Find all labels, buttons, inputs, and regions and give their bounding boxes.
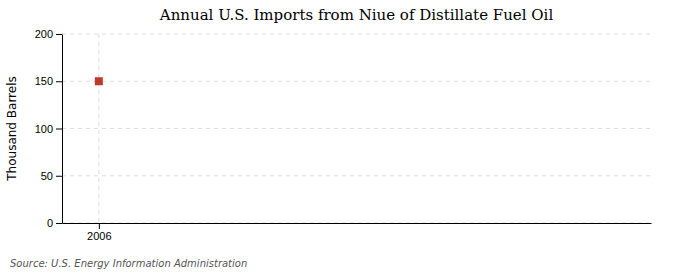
tick-label: 200 [35,28,53,40]
plot: 2006 0 50 100 150 200 [35,28,652,242]
tick: 200 [35,28,62,40]
title: Annual U.S. Imports from Niue of Distill… [159,6,554,24]
tick: 0 [47,217,62,229]
grid [62,34,651,223]
grid-line [62,175,651,176]
tick-label: 0 [47,217,53,229]
tick: 150 [35,75,62,87]
chart-container: 2006 0 50 100 150 200 Annual U.S. Imports from… [0,0,675,275]
tick-label: 50 [41,170,53,182]
y-axis-title: Thousand Barrels [5,76,19,181]
chart: 2006 0 50 100 150 200 Annual U.S. Imports from… [0,0,675,275]
grid-line [62,81,651,82]
tick-mark [56,81,62,82]
tick-mark [56,223,62,224]
axis-line [63,223,652,224]
tick-mark [99,223,100,229]
point [95,77,103,85]
grid-line [62,34,651,35]
tick-label: 100 [35,123,53,135]
grid-line [62,128,651,129]
tick-label: 2006 [87,230,111,242]
tick-label: 150 [35,75,53,87]
tick: 100 [35,123,62,135]
tick: 50 [41,170,62,182]
tick: 2006 [87,223,111,242]
y-axis: 0 50 100 150 200 [35,28,63,229]
marks [95,77,103,85]
source-note: Source: U.S. Energy Information Administ… [10,258,247,269]
tick-mark [56,129,62,130]
axis-line [62,35,63,224]
x-axis: 2006 [63,223,652,242]
grid-line [62,223,651,224]
grid-line [98,34,99,223]
tick-mark [56,176,62,177]
tick-mark [56,34,62,35]
